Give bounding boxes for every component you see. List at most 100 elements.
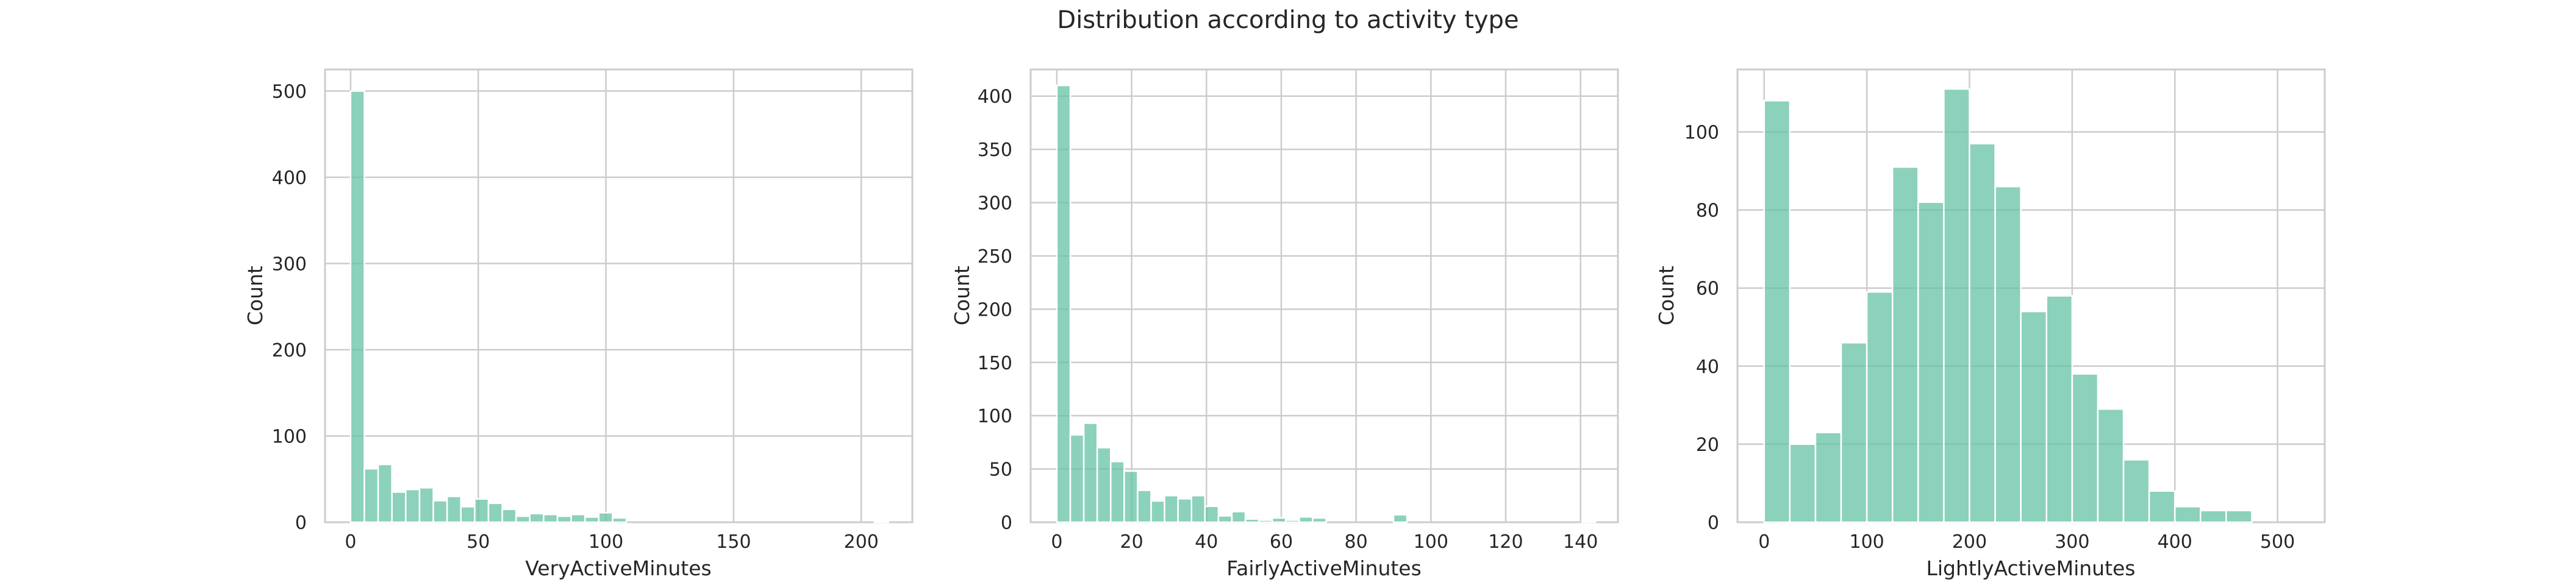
histogram-bar [1056, 84, 1072, 523]
x-tick-label: 140 [1563, 531, 1598, 553]
y-tick-label: 50 [989, 459, 1012, 481]
histogram-bar [2174, 506, 2202, 523]
y-tick-label: 500 [272, 81, 307, 102]
histogram-bar [418, 487, 434, 523]
x-tick-label: 40 [1195, 531, 1218, 553]
histogram-bar [1994, 185, 2022, 523]
x-tick-label: 80 [1345, 531, 1368, 553]
x-tick-label: 150 [716, 531, 751, 553]
histogram-bar [2200, 509, 2227, 523]
histogram-bar [1110, 461, 1125, 523]
histogram-bar [1164, 495, 1179, 523]
y-tick-label: 350 [978, 140, 1012, 161]
x-tick-label: 120 [1488, 531, 1523, 553]
x-tick-label: 200 [844, 531, 879, 553]
histogram-bar [1137, 489, 1152, 523]
histogram-bar [1204, 505, 1220, 523]
y-tick-label: 200 [272, 340, 307, 361]
x-tick-label: 50 [467, 531, 490, 553]
histogram-bar [2225, 509, 2253, 523]
histogram-bar [487, 502, 503, 523]
y-tick-label: 300 [272, 254, 307, 275]
histogram-bar [2045, 295, 2073, 523]
histogram-bar [446, 495, 462, 523]
histogram-bar [1069, 434, 1085, 523]
y-tick-label: 100 [272, 426, 307, 447]
histogram-bar [1298, 516, 1314, 523]
y-tick-label: 400 [978, 87, 1012, 108]
histogram-bar [1840, 342, 1868, 523]
bars [349, 90, 889, 523]
histogram-bar [1190, 495, 1206, 523]
x-tick-label: 500 [2260, 531, 2295, 553]
x-tick-label: 400 [2158, 531, 2192, 553]
histogram-bar [1969, 143, 1996, 523]
x-axis-label: LightlyActiveMinutes [1926, 556, 2135, 580]
x-tick-label: 20 [1120, 531, 1143, 553]
histogram-bar [1763, 99, 1791, 523]
histogram-bar [1271, 517, 1287, 523]
y-tick-labels: 0 100 200 300 400 500 [272, 81, 307, 534]
y-tick-label: 0 [1001, 512, 1012, 534]
histogram-bar [1814, 431, 1842, 523]
histogram-bar [474, 498, 490, 523]
histogram-bar [1231, 511, 1247, 523]
chart-lightly-active: 0 100 200 300 400 500 0 20 40 60 80 100 LightlyAct… [1655, 68, 2326, 580]
x-tick-label: 0 [1051, 531, 1062, 553]
histogram-bar [529, 512, 545, 523]
histogram-bar [1150, 500, 1165, 523]
histogram-bar [543, 514, 559, 523]
histogram-bar [1258, 519, 1273, 523]
y-axis-label: Count [1655, 266, 1678, 325]
y-tick-label: 100 [1684, 122, 1719, 143]
y-tick-label: 150 [978, 353, 1012, 374]
y-tick-label: 100 [978, 406, 1012, 427]
histogram-bar [363, 468, 379, 523]
histogram-bar [584, 516, 600, 523]
x-axis-label: FairlyActiveMinutes [1226, 556, 1422, 580]
chart-very-active: 0 50 100 150 200 0 100 200 300 400 500 VeryActive… [243, 68, 914, 580]
histogram-bar [1917, 201, 1945, 523]
histogram-bar [1244, 518, 1260, 523]
y-tick-label: 60 [1696, 278, 1719, 300]
bars [1056, 84, 1597, 523]
gridlines [325, 69, 912, 523]
y-tick-label: 0 [295, 512, 307, 534]
x-tick-label: 300 [2055, 531, 2089, 553]
histogram-bar [1581, 520, 1597, 523]
histogram-bar [2071, 373, 2099, 523]
y-tick-label: 20 [1696, 434, 1719, 456]
histogram-bar [2122, 459, 2150, 523]
histogram-bar [460, 506, 476, 523]
y-tick-label: 400 [272, 168, 307, 189]
histogram-bar [1082, 422, 1098, 523]
histogram-bar [612, 517, 628, 523]
y-tick-labels: 0 20 40 60 80 100 [1684, 122, 1719, 534]
histogram-bar [2097, 408, 2125, 523]
y-tick-label: 300 [978, 193, 1012, 214]
histogram-bar [1177, 498, 1193, 523]
x-axis-label: VeryActiveMinutes [525, 556, 711, 580]
plot-frame [1029, 68, 1619, 523]
histogram-bar [1123, 470, 1139, 523]
x-tick-labels: 0 20 40 60 80 100 120 140 [1051, 531, 1598, 553]
histogram-bar [2148, 490, 2176, 523]
y-tick-label: 80 [1696, 200, 1719, 222]
x-tick-label: 0 [345, 531, 356, 553]
x-tick-labels: 0 50 100 150 200 [345, 531, 879, 553]
x-tick-label: 60 [1270, 531, 1293, 553]
histogram-bar [1891, 166, 1919, 523]
y-tick-label: 200 [978, 299, 1012, 321]
histogram-bar [377, 463, 393, 523]
histogram-bar [1285, 519, 1300, 523]
histogram-bar [1312, 517, 1327, 523]
y-tick-label: 0 [1708, 512, 1719, 534]
gridlines [1031, 69, 1618, 523]
histogram-bar [405, 488, 421, 523]
y-tick-label: 250 [978, 246, 1012, 268]
histogram-bar [1096, 447, 1112, 523]
histogram-bar [515, 515, 531, 523]
histogram-bar [556, 515, 572, 523]
histogram-bar [570, 514, 586, 523]
